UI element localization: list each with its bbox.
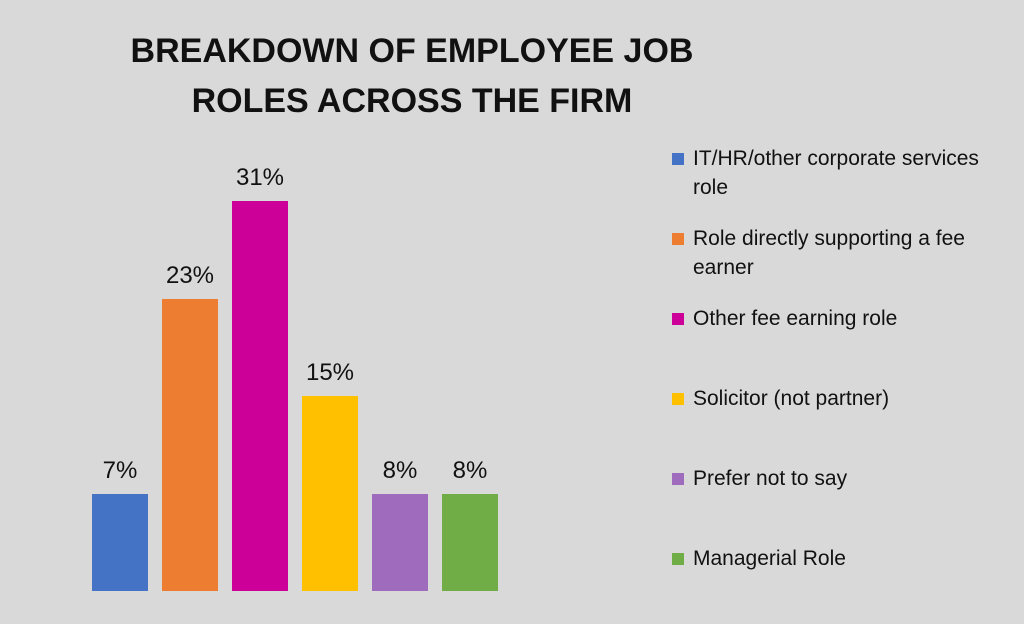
bar-3	[232, 201, 288, 591]
data-label-2: 23%	[166, 262, 214, 289]
legend-item-5: Prefer not to say	[672, 464, 1017, 493]
data-label-6: 8%	[453, 457, 488, 484]
data-label-1: 7%	[103, 457, 138, 484]
legend-label-1: IT/HR/other corporate services role	[693, 147, 979, 199]
legend-label-5: Prefer not to say	[693, 467, 848, 490]
bar-5	[372, 494, 428, 591]
legend-swatch-1	[672, 153, 684, 165]
legend-item-6: Managerial Role	[672, 544, 1017, 573]
legend-item-2: Role directly supporting a fee earner	[672, 224, 1017, 282]
legend-swatch-2	[672, 233, 684, 245]
legend-label-2: Role directly supporting a fee earner	[693, 227, 965, 279]
bar-1	[92, 494, 148, 591]
bar-2	[162, 299, 218, 591]
legend-item-4: Solicitor (not partner)	[672, 384, 1017, 413]
legend-swatch-6	[672, 553, 684, 565]
legend-label-4: Solicitor (not partner)	[693, 387, 890, 410]
legend-label-6: Managerial Role	[693, 547, 846, 570]
legend-item-1: IT/HR/other corporate services role	[672, 144, 1017, 202]
legend-swatch-4	[672, 393, 684, 405]
data-label-4: 15%	[306, 359, 354, 386]
legend-swatch-3	[672, 313, 684, 325]
bar-6	[442, 494, 498, 591]
data-label-5: 8%	[383, 457, 418, 484]
data-label-3: 31%	[236, 164, 284, 191]
legend-swatch-5	[672, 473, 684, 485]
legend-item-3: Other fee earning role	[672, 304, 1017, 333]
plot-area: 7% 23% 31% 15% 8% 8%	[92, 164, 498, 591]
chart-title: BREAKDOWN OF EMPLOYEE JOB ROLES ACROSS T…	[130, 32, 694, 120]
bar-4	[302, 396, 358, 591]
legend-label-3: Other fee earning role	[693, 307, 898, 330]
